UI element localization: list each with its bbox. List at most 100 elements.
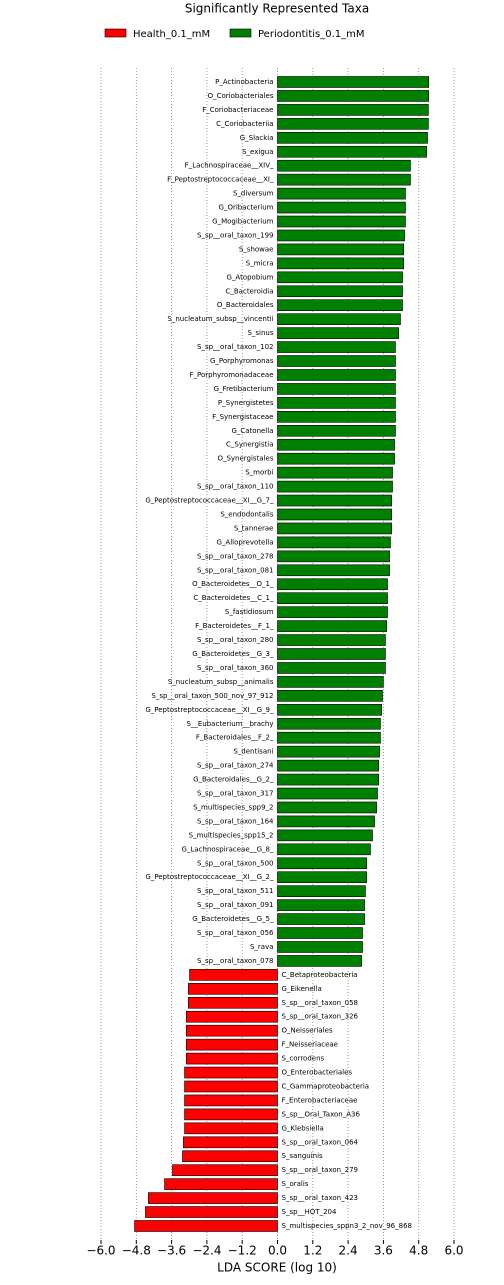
bar [277,173,411,186]
category-label: S_sp__oral_taxon_056 [197,929,274,937]
bar [172,1164,278,1176]
category-label: O_Synergistales [217,455,273,463]
category-label: G_Slackia [240,134,274,142]
bar [277,829,373,842]
bar [184,1122,278,1135]
category-label: S_sp__oral_taxon_058 [282,999,358,1007]
bar [148,1192,278,1204]
bar [188,983,278,995]
legend-swatch [104,28,127,38]
bar [164,1178,278,1190]
category-label: S_sp__oral_taxon_091 [197,901,273,909]
category-label: O_Enterobacteriales [282,1069,353,1077]
bar [277,606,388,618]
category-label: C_Coriobacteriia [216,120,273,128]
category-label: S_corrodens [282,1055,325,1063]
category-label: G_Bacteroidales__G_2_ [193,776,274,784]
category-label: F_Porphyromonadaceae [190,371,274,379]
category-label: G_Peptostreptococcaceae__XI__G_9_ [145,706,274,714]
bar [277,620,387,632]
category-label: S_sp__oral_taxon_278 [197,552,273,560]
category-label: F_Peptostreptococcaceae__XI_ [167,176,274,184]
bar [277,871,367,884]
bar [188,996,278,1009]
bar [277,452,395,465]
category-label: S_diversum [233,190,274,198]
bar [277,885,366,897]
category-label: S_fastidiosum [225,608,274,616]
category-label: F_Neisseriaceae [282,1041,338,1049]
category-label: C_Betaproteobacteria [282,971,358,979]
legend-label: Health_0.1_mM [133,29,210,40]
bar [277,104,429,116]
bar [277,955,362,967]
bar [277,132,428,144]
category-label: S_sp__oral_taxon_110 [197,483,273,491]
x-tick-label: 3.6 [374,1244,393,1258]
bar [186,1024,278,1037]
category-label: P_Synergistetes [218,399,274,407]
bar [277,187,406,200]
category-label: F_Lachnospiraceae__XIV_ [185,162,274,170]
bar [277,773,379,786]
category-label: S_dentisani [233,748,273,756]
bar [277,76,430,88]
bar [277,118,429,130]
bar [277,355,396,367]
bar [277,369,396,381]
category-label: S_sp__Oral_Taxon_A36 [282,1110,361,1118]
bar [277,731,381,744]
category-label: S_sp__oral_taxon_064 [282,1138,359,1146]
category-label: S_exigua [242,148,273,156]
bar [277,815,375,828]
bar [277,759,379,772]
category-label: G_Fretibacterium [214,385,274,393]
category-label: S_multispecies_sppn3_2_nov_96_868 [282,1222,412,1230]
category-label: C_Gammaproteobacteria [282,1082,370,1090]
bar [277,536,391,549]
bar [184,1066,278,1079]
category-label: S_sp__oral_taxon_511 [197,887,273,895]
category-label: S_sp__oral_taxon_274 [197,762,274,770]
bar [186,1052,278,1065]
category-label: S_sp__oral_taxon_280 [197,636,273,644]
category-label: S_showae [239,245,274,253]
category-label: O_Bacteroidetes__O_1_ [192,580,274,588]
category-label: G_Catonella [231,427,273,435]
x-tick-label: −3.6 [157,1244,186,1258]
bar [277,341,396,353]
category-label: O_Coriobacteriales [208,92,274,100]
x-tick-label: 6.0 [444,1244,463,1258]
bar [186,1038,278,1051]
bar [277,508,392,521]
x-tick-label: 4.8 [409,1244,428,1258]
bar [277,745,380,758]
bar [134,1220,278,1232]
bar [277,592,388,604]
category-label: S_sp__oral_taxon_317 [197,790,273,798]
bar [277,941,363,953]
bar [184,1094,278,1107]
category-label: F_Enterobacteriaceae [282,1096,358,1104]
category-label: C_Synergistia [226,441,274,449]
category-label: S_sp__oral_taxon_102 [197,343,273,351]
bar [277,257,404,270]
bar [277,857,367,870]
category-label: S_sp__oral_taxon_423 [282,1194,358,1202]
x-tick-label: −1.2 [228,1244,257,1258]
category-label: P_Actinobacteria [215,78,273,86]
bar [183,1136,278,1149]
category-label: S_sp__oral_taxon_078 [197,957,273,965]
chart-title: Significantly Represented Taxa [185,2,369,16]
category-label: G_Peptostreptococcaceae__XI__G_7_ [145,497,274,505]
bar [277,215,406,228]
bar [277,327,399,339]
category-label: G_Porphyromonas [210,357,274,365]
bar [277,550,390,563]
category-label: G_Oribacterium [219,204,274,212]
bar [277,201,406,214]
legend-swatch [229,28,252,38]
category-label: S_sp__oral_taxon_081 [197,566,273,574]
bar [277,899,365,911]
